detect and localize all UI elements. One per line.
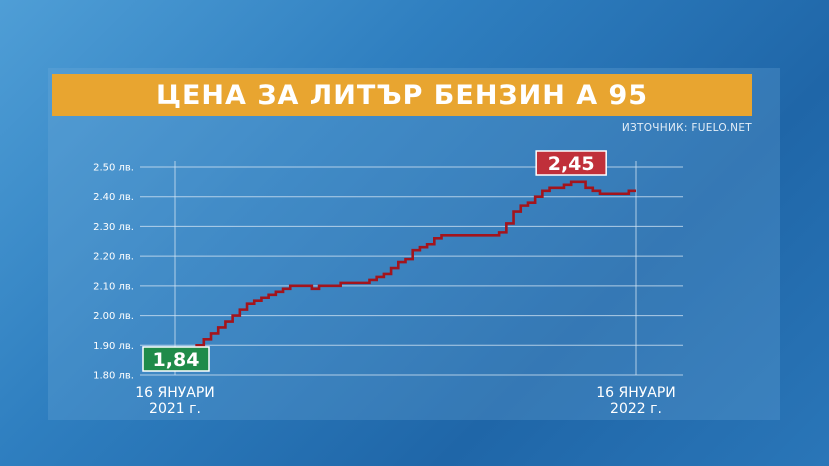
title-bar: ЦЕНА ЗА ЛИТЪР БЕНЗИН А 95 [52, 74, 752, 116]
price-line [175, 180, 636, 365]
y-tick-label: 1.80 лв. [93, 371, 134, 382]
x-tick-label: 16 ЯНУАРИ [135, 385, 215, 401]
x-tick-label: 2021 г. [149, 401, 201, 417]
y-tick-label: 1.90 лв. [93, 341, 134, 352]
peak-value-label: 2,45 [548, 153, 595, 175]
y-tick-label: 2.00 лв. [93, 311, 134, 322]
x-tick-label: 2022 г. [610, 401, 662, 417]
peak-value-badge [535, 150, 607, 176]
y-tick-label: 2.30 лв. [93, 222, 134, 233]
source-label: ИЗТОЧНИК: FUELO.NET [621, 122, 752, 134]
chart-title: ЦЕНА ЗА ЛИТЪР БЕНЗИН А 95 [155, 79, 649, 111]
x-tick-label: 16 ЯНУАРИ [596, 385, 676, 401]
start-value-badge [142, 346, 210, 372]
start-value-label: 1,84 [153, 349, 200, 371]
y-tick-label: 2.40 лв. [93, 192, 134, 203]
y-tick-label: 2.20 лв. [93, 252, 134, 263]
y-tick-label: 2.10 лв. [93, 281, 134, 292]
y-tick-label: 2.50 лв. [93, 163, 134, 174]
